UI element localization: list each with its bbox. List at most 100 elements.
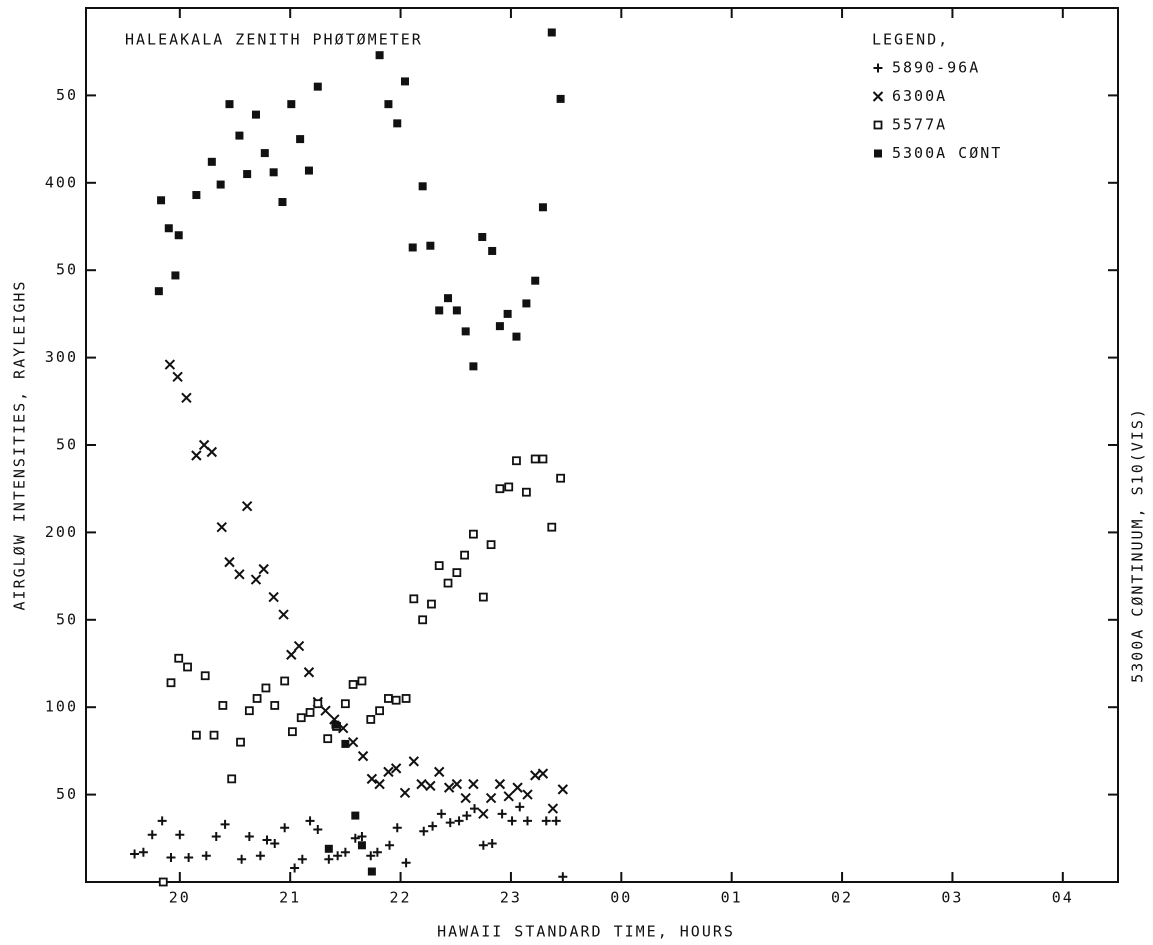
point: [234, 569, 245, 580]
point: [556, 94, 565, 103]
point: [154, 287, 163, 296]
legend-marker: [872, 91, 884, 102]
point: [297, 854, 307, 864]
point: [366, 773, 378, 785]
point: [348, 680, 358, 689]
point: [220, 819, 230, 829]
point: [218, 701, 228, 710]
point: [399, 787, 411, 799]
point: [426, 241, 435, 250]
y-tick-label: 50: [56, 436, 78, 454]
point: [237, 854, 247, 864]
point: [486, 540, 496, 550]
point: [478, 840, 488, 850]
point: [216, 521, 227, 533]
point: [478, 592, 488, 602]
point: [454, 816, 464, 826]
point: [209, 730, 219, 740]
point: [503, 791, 514, 802]
point: [171, 271, 180, 280]
point: [495, 484, 505, 494]
point: [418, 615, 428, 625]
point: [556, 473, 566, 483]
point: [174, 231, 183, 240]
point: [551, 816, 561, 826]
point: [211, 832, 221, 842]
point: [485, 792, 497, 804]
point: [130, 849, 140, 859]
point: [241, 500, 253, 512]
point: [287, 727, 297, 737]
point: [357, 750, 369, 762]
point: [512, 782, 523, 793]
point: [512, 332, 521, 341]
point: [461, 327, 470, 336]
x-tick-label: 20: [169, 889, 191, 907]
point: [537, 768, 549, 779]
point: [250, 574, 262, 585]
point: [515, 802, 525, 812]
point: [270, 839, 280, 849]
point: [251, 110, 260, 119]
point: [408, 756, 420, 767]
point: [324, 844, 333, 853]
point: [304, 166, 313, 175]
point: [541, 816, 551, 826]
x-tick-label: 03: [941, 889, 963, 907]
point: [487, 839, 497, 849]
legend-marker: [873, 120, 883, 130]
point: [138, 847, 148, 857]
point: [158, 877, 168, 887]
point: [286, 649, 297, 660]
point: [366, 715, 376, 724]
y-tick-label: 100: [45, 698, 78, 716]
point: [191, 450, 202, 461]
point: [252, 694, 262, 703]
point: [401, 858, 411, 868]
point: [224, 556, 235, 568]
point: [478, 808, 489, 820]
point: [392, 823, 402, 833]
point: [460, 550, 469, 560]
point: [428, 821, 438, 831]
point: [340, 699, 350, 709]
y-axis-label: AIRGLØW INTENSITIES, RAYLEIGHS: [11, 280, 29, 611]
legend-marker: [873, 63, 883, 73]
point: [408, 243, 417, 252]
y-tick-label: 50: [56, 86, 78, 104]
y-tick-label: 50: [56, 261, 78, 279]
point: [296, 713, 306, 723]
point: [305, 816, 315, 826]
point: [391, 695, 401, 705]
legend-label: 6300A: [892, 87, 947, 105]
point: [280, 676, 290, 686]
y-tick-label: 300: [45, 348, 78, 366]
point: [433, 766, 445, 778]
point: [427, 599, 436, 609]
y-tick-label: 200: [45, 523, 78, 541]
point: [313, 825, 323, 835]
point: [522, 299, 531, 308]
x-tick-label: 02: [831, 889, 853, 907]
x-tick-label: 23: [500, 889, 522, 907]
point: [416, 778, 427, 790]
point: [227, 774, 237, 784]
point: [216, 180, 225, 189]
point: [340, 847, 350, 857]
point: [303, 667, 315, 678]
point: [174, 653, 184, 663]
point: [181, 392, 192, 404]
x-axis-label: HAWAII STANDARD TIME, HOURS: [437, 923, 735, 941]
point: [166, 678, 176, 688]
point: [547, 803, 559, 814]
point: [538, 203, 547, 212]
point: [236, 737, 245, 747]
point: [435, 306, 444, 315]
point: [478, 232, 487, 241]
x-tick-label: 00: [610, 889, 632, 907]
point: [522, 816, 532, 826]
point: [268, 591, 279, 603]
point: [324, 854, 334, 864]
chart-title: HALEAKALA ZENITH PHØTØMETER: [125, 31, 423, 49]
